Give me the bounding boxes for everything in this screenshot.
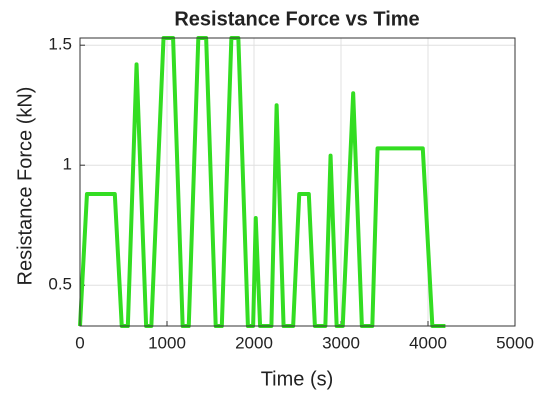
- x-tick-label: 1000: [148, 333, 186, 352]
- x-tick-label: 3000: [322, 333, 360, 352]
- x-axis-label: Time (s): [261, 368, 334, 390]
- x-tick-label: 0: [75, 333, 84, 352]
- x-tick-label: 4000: [409, 333, 447, 352]
- y-tick-label: 1: [63, 155, 72, 174]
- y-axis-label: Resistance Force (kN): [14, 87, 36, 286]
- x-tick-label: 5000: [496, 333, 534, 352]
- axes-box: [79, 37, 516, 327]
- y-tick-label: 1.5: [48, 35, 72, 54]
- y-tick-label: 0.5: [48, 275, 72, 294]
- chart-title: Resistance Force vs Time: [174, 8, 419, 30]
- x-tick-label: 2000: [235, 333, 273, 352]
